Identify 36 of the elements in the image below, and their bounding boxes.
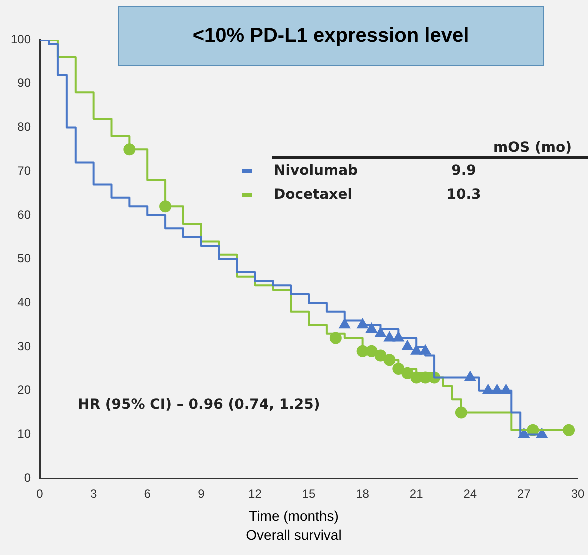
x-tick-label: 21 (410, 487, 424, 502)
legend-title: mOS (mo) (272, 140, 588, 159)
y-tick-label: 90 (18, 76, 32, 90)
annotation: 10.3 (446, 187, 482, 203)
x-axis-title: Time (months) (248, 508, 340, 524)
y-tick-label: 100 (10, 32, 32, 46)
y-tick-label: 70 (18, 164, 32, 178)
x-tick-label: 9 (198, 487, 206, 502)
y-tick-label: 50 (18, 252, 32, 266)
x-tick-label: 3 (90, 487, 98, 502)
point (375, 328, 386, 338)
annotation: 9.9 (450, 163, 478, 179)
x-tick-label: 24 (464, 487, 478, 502)
x-tick-label: 30 (571, 487, 585, 502)
x-tick-label: 18 (356, 487, 370, 502)
x-tick-label: 12 (248, 487, 262, 502)
annotation: HR (95% CI) – 0.96 (0.74, 1.25) (78, 397, 320, 413)
x-tick-label: 27 (518, 487, 532, 502)
x-tick-label: 6 (144, 487, 152, 502)
text: Overall survival (245, 527, 343, 543)
point (340, 319, 350, 329)
y-tick-label: 60 (18, 208, 32, 222)
legend-label: Docetaxel (274, 187, 354, 203)
y-tick-label: 30 (18, 339, 32, 354)
point (411, 345, 422, 355)
point (402, 341, 413, 351)
x-tick-label: 0 (36, 487, 44, 502)
point (384, 332, 396, 342)
legend-label: Nivolumab (274, 163, 360, 179)
y-tick-label: 40 (18, 295, 32, 310)
y-tick-label: 80 (18, 120, 32, 134)
y-tick-label: 10 (18, 427, 32, 442)
point (366, 323, 378, 333)
y-tick-label: 0 (24, 470, 32, 485)
y-tick-label: 20 (18, 383, 32, 398)
x-tick-label: 15 (302, 487, 316, 502)
